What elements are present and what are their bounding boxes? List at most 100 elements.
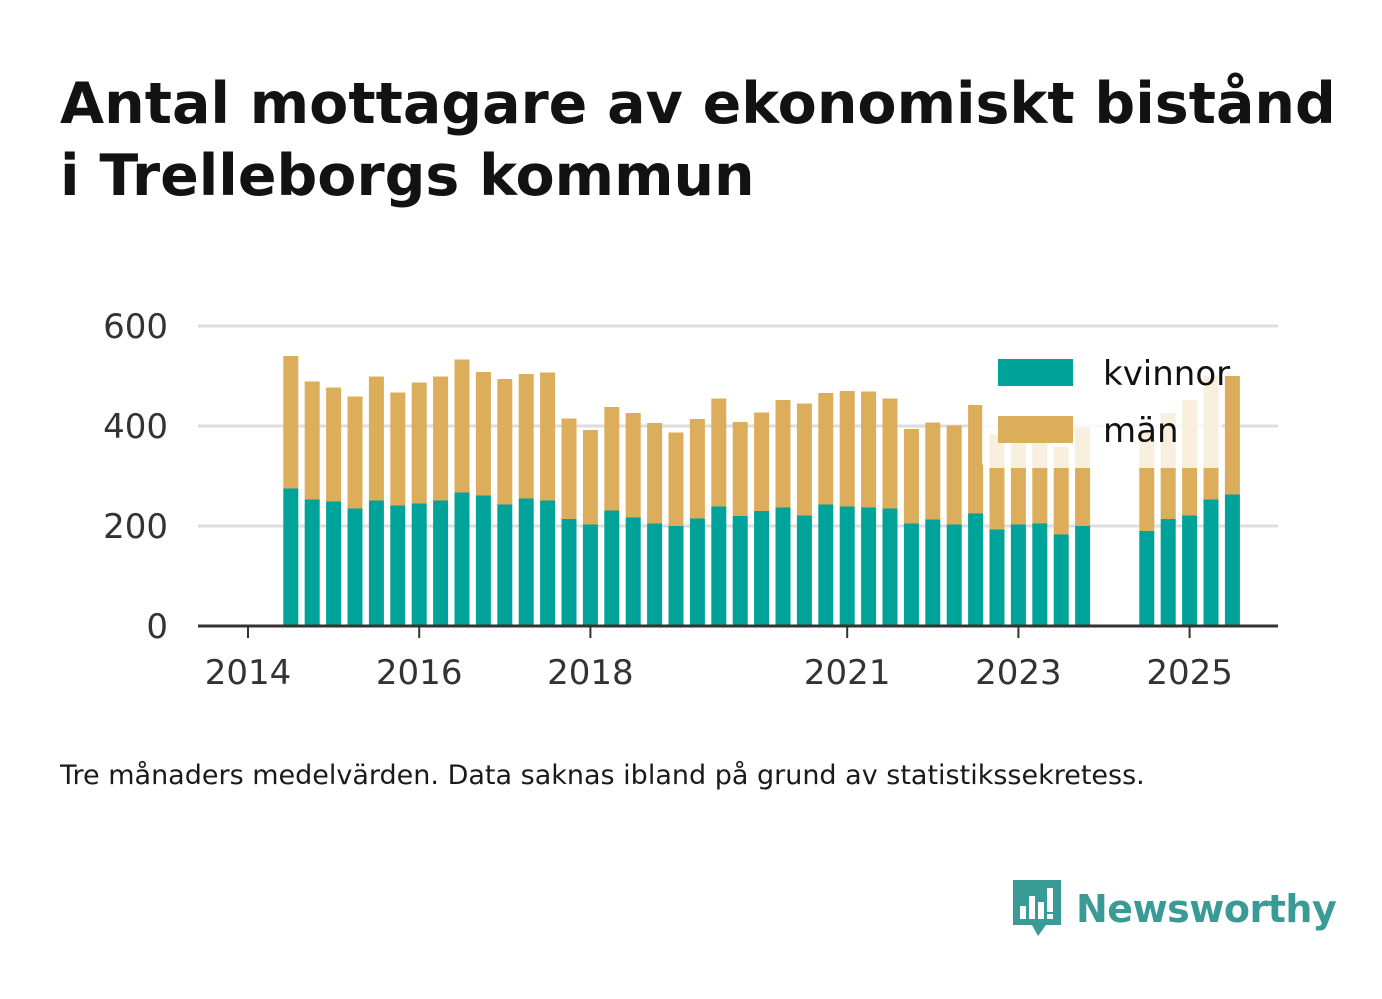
bar-man-2018-Q2 (625, 413, 641, 518)
bar-man-2021-Q1 (861, 391, 877, 508)
bar-man-2018-Q3 (647, 423, 663, 524)
bar-kvinnor-2017-Q2 (540, 500, 556, 626)
legend-swatch-kvinnor (998, 359, 1073, 386)
y-tick-label: 200 (103, 507, 168, 547)
bar-man-2014-Q2 (283, 356, 299, 489)
bar-man-2017-Q1 (518, 374, 534, 499)
bar-kvinnor-2016-Q1 (433, 500, 449, 626)
bar-man-2015-Q4 (411, 382, 427, 504)
bar-man-2019-Q2 (711, 398, 727, 507)
legend-label-man: män (1103, 411, 1179, 451)
bar-kvinnor-2018-Q4 (668, 526, 684, 626)
bar-man-2017-Q2 (540, 372, 556, 501)
bar-man-2020-Q2 (796, 403, 812, 516)
chart-title-line-1: Antal mottagare av ekonomiskt bistånd (60, 71, 1336, 137)
bar-man-2021-Q3 (903, 429, 919, 524)
bar-man-2016-Q4 (497, 379, 513, 505)
legend-label-kvinnor: kvinnor (1103, 354, 1230, 394)
bar-man-2014-Q4 (326, 387, 342, 502)
bar-man-2018-Q4 (668, 432, 684, 526)
bar-kvinnor-2025-Q1 (1203, 499, 1219, 626)
legend-swatch-man (998, 416, 1073, 443)
bar-kvinnor-2021-Q2 (882, 508, 898, 626)
bar-kvinnor-2022-Q1 (946, 524, 962, 626)
bar-kvinnor-2017-Q3 (561, 519, 577, 626)
bar-chart-speech-bubble-icon (1013, 880, 1061, 936)
bar-kvinnor-2020-Q4 (839, 506, 855, 626)
bar-kvinnor-2015-Q4 (411, 503, 427, 626)
bar-man-2015-Q1 (347, 396, 363, 509)
bar-kvinnor-2020-Q3 (818, 504, 834, 626)
bar-kvinnor-2023-Q2 (1053, 534, 1069, 626)
bar-kvinnor-2020-Q2 (796, 515, 812, 626)
bar-kvinnor-2019-Q1 (689, 518, 705, 626)
bar-kvinnor-2014-Q3 (304, 499, 320, 626)
brand-logo: Newsworthy (1010, 878, 1337, 940)
chart-title: Antal mottagare av ekonomiskt bistånd i … (60, 68, 1350, 212)
bar-man-2020-Q1 (775, 400, 791, 508)
bar-kvinnor-2024-Q4 (1182, 515, 1198, 626)
x-tick-label-2021: 2021 (804, 653, 891, 693)
bar-man-2015-Q3 (390, 392, 406, 506)
bar-kvinnor-2019-Q3 (732, 516, 748, 626)
bar-man-2025-Q2 (1224, 376, 1240, 495)
bar-kvinnor-2016-Q2 (454, 492, 470, 626)
bar-man-2023-Q2 (1053, 447, 1069, 535)
bar-man-2019-Q3 (732, 422, 748, 516)
bar-man-2019-Q1 (689, 419, 705, 519)
bar-man-2014-Q3 (304, 381, 320, 500)
bar-kvinnor-2021-Q1 (861, 507, 877, 626)
x-tick-label-2016: 2016 (376, 653, 463, 693)
bar-kvinnor-2014-Q2 (283, 488, 299, 626)
bar-man-2017-Q3 (561, 418, 577, 519)
bar-man-2020-Q3 (818, 393, 834, 505)
bar-kvinnor-2021-Q4 (925, 519, 941, 626)
bar-kvinnor-2023-Q3 (1075, 526, 1091, 626)
bar-kvinnor-2020-Q1 (775, 507, 791, 626)
bar-man-2021-Q2 (882, 398, 898, 509)
bar-kvinnor-2019-Q4 (754, 511, 770, 626)
bar-kvinnor-2019-Q2 (711, 506, 727, 626)
bar-kvinnor-2017-Q4 (582, 524, 598, 626)
bar-man-2015-Q2 (368, 376, 384, 501)
bar-man-2017-Q4 (582, 430, 598, 525)
bar-kvinnor-2022-Q2 (968, 513, 984, 626)
bar-kvinnor-2016-Q3 (475, 495, 491, 626)
bar-kvinnor-2023-Q1 (1032, 523, 1048, 626)
bar-man-2022-Q2 (968, 405, 984, 514)
chart-title-line-2: i Trelleborgs kommun (60, 143, 755, 209)
bar-man-2020-Q4 (839, 391, 855, 507)
x-tick-label-2014: 2014 (205, 653, 292, 693)
bar-man-2016-Q1 (433, 376, 449, 501)
bar-kvinnor-2018-Q2 (625, 517, 641, 626)
bar-kvinnor-2024-Q3 (1160, 519, 1176, 626)
bar-kvinnor-2022-Q4 (1010, 524, 1026, 626)
bar-kvinnor-2016-Q4 (497, 504, 513, 626)
bar-kvinnor-2025-Q2 (1224, 494, 1240, 626)
y-tick-label: 0 (146, 607, 168, 647)
brand-name: Newsworthy (1076, 887, 1337, 931)
bar-kvinnor-2017-Q1 (518, 498, 534, 626)
bar-man-2018-Q1 (604, 407, 620, 511)
bar-man-2021-Q4 (925, 422, 941, 520)
chart-caption: Tre månaders medelvärden. Data saknas ib… (60, 760, 1145, 791)
bar-kvinnor-2021-Q3 (903, 523, 919, 626)
bar-man-2016-Q3 (475, 372, 491, 496)
bar-kvinnor-2014-Q4 (326, 501, 342, 626)
bar-kvinnor-2024-Q2 (1139, 531, 1155, 626)
bar-kvinnor-2015-Q1 (347, 508, 363, 626)
bar-kvinnor-2018-Q3 (647, 523, 663, 626)
bar-man-2016-Q2 (454, 359, 470, 493)
y-tick-label: 400 (103, 407, 168, 447)
y-tick-label: 600 (103, 307, 168, 347)
bar-man-2019-Q4 (754, 412, 770, 511)
bar-kvinnor-2018-Q1 (604, 510, 620, 626)
x-tick-label-2018: 2018 (547, 653, 634, 693)
x-tick-label-2025: 2025 (1146, 653, 1233, 693)
bar-kvinnor-2015-Q3 (390, 505, 406, 626)
x-tick-label-2023: 2023 (975, 653, 1062, 693)
bar-kvinnor-2022-Q3 (989, 529, 1005, 626)
bar-man-2022-Q1 (946, 425, 962, 525)
bar-kvinnor-2015-Q2 (368, 500, 384, 626)
